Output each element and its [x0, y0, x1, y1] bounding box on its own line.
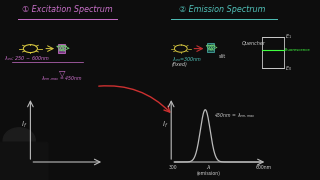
Text: 600nm: 600nm: [256, 165, 272, 170]
Text: $I_f$: $I_f$: [162, 119, 169, 130]
Text: $\lambda_{ex}$=300nm: $\lambda_{ex}$=300nm: [172, 55, 202, 64]
Ellipse shape: [3, 128, 35, 153]
Text: $\lambda$: $\lambda$: [206, 163, 212, 171]
Bar: [58, 44, 65, 53]
Text: Quencher: Quencher: [242, 40, 266, 45]
Text: ① Excitation Spectrum: ① Excitation Spectrum: [22, 5, 113, 14]
Text: 450nm = $\lambda_{em,max}$: 450nm = $\lambda_{em,max}$: [214, 112, 256, 120]
Text: ② Emission Spectrum: ② Emission Spectrum: [179, 5, 266, 14]
Text: 300: 300: [169, 165, 177, 170]
Text: (emission): (emission): [197, 172, 221, 177]
FancyBboxPatch shape: [0, 142, 48, 180]
Text: (fixed): (fixed): [172, 62, 188, 67]
Text: $E_0$: $E_0$: [285, 64, 292, 73]
Text: $\bigtriangledown$: $\bigtriangledown$: [58, 69, 66, 79]
Text: $\lambda_{em,max}$ = 450nm: $\lambda_{em,max}$ = 450nm: [41, 75, 83, 83]
Bar: [207, 43, 214, 52]
Text: $\lambda_{ex}$: 250 ~ 600nm: $\lambda_{ex}$: 250 ~ 600nm: [4, 54, 50, 63]
Text: $I_f$: $I_f$: [21, 119, 28, 130]
Text: Fluorescence: Fluorescence: [285, 48, 311, 52]
Text: $E_1$: $E_1$: [285, 32, 292, 41]
Bar: [262, 37, 284, 68]
Text: slit: slit: [219, 55, 226, 60]
